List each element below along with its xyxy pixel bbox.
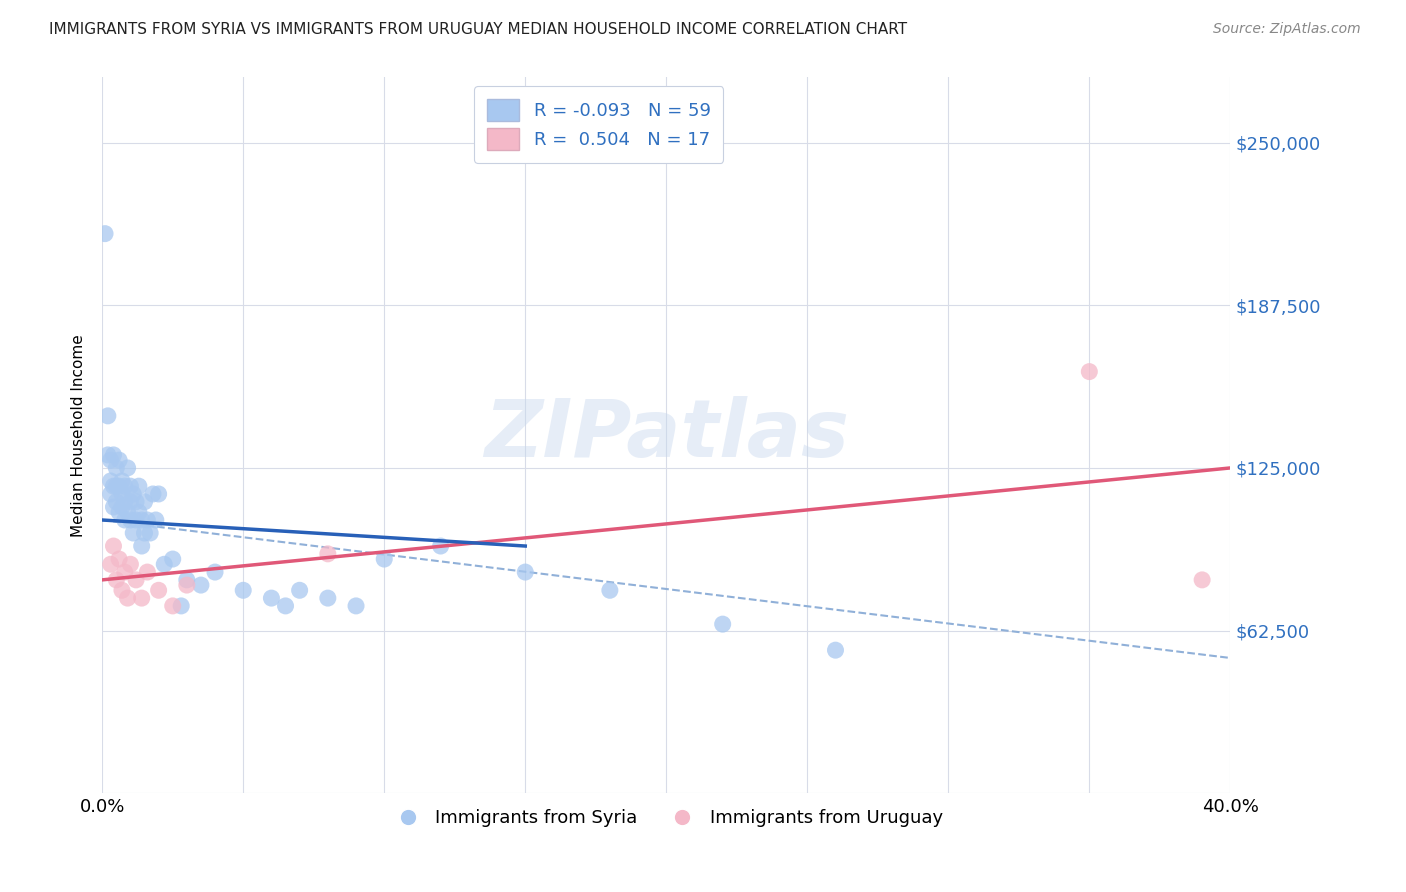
Point: [429, 539, 451, 553]
Point: [108, 479, 131, 493]
Point: [111, 487, 134, 501]
Point: [122, 526, 145, 541]
Point: [134, 526, 156, 541]
Point: [111, 583, 134, 598]
Point: [105, 479, 128, 493]
Point: [142, 487, 165, 501]
Point: [117, 461, 139, 475]
Point: [136, 513, 159, 527]
Point: [131, 539, 153, 553]
Text: IMMIGRANTS FROM SYRIA VS IMMIGRANTS FROM URUGUAY MEDIAN HOUSEHOLD INCOME CORRELA: IMMIGRANTS FROM SYRIA VS IMMIGRANTS FROM…: [49, 22, 907, 37]
Point: [94, 227, 117, 241]
Point: [260, 591, 283, 606]
Point: [153, 558, 176, 572]
Point: [114, 513, 136, 527]
Point: [131, 513, 153, 527]
Point: [105, 495, 128, 509]
Point: [599, 583, 621, 598]
Legend: Immigrants from Syria, Immigrants from Uruguay: Immigrants from Syria, Immigrants from U…: [382, 802, 950, 834]
Point: [176, 578, 198, 592]
Point: [128, 505, 150, 519]
Point: [97, 448, 120, 462]
Point: [134, 495, 156, 509]
Point: [125, 573, 148, 587]
Point: [105, 573, 128, 587]
Point: [288, 583, 311, 598]
Y-axis label: Median Household Income: Median Household Income: [72, 334, 86, 537]
Point: [105, 461, 128, 475]
Point: [100, 474, 122, 488]
Point: [117, 591, 139, 606]
Point: [120, 558, 142, 572]
Point: [824, 643, 846, 657]
Point: [274, 599, 297, 613]
Point: [128, 479, 150, 493]
Point: [117, 505, 139, 519]
Point: [97, 409, 120, 423]
Point: [176, 573, 198, 587]
Point: [136, 565, 159, 579]
Point: [1191, 573, 1213, 587]
Point: [100, 453, 122, 467]
Point: [344, 599, 367, 613]
Text: ZIPatlas: ZIPatlas: [484, 396, 849, 475]
Point: [162, 599, 184, 613]
Point: [190, 578, 212, 592]
Point: [316, 547, 339, 561]
Point: [1078, 365, 1101, 379]
Point: [122, 487, 145, 501]
Point: [139, 526, 162, 541]
Point: [170, 599, 193, 613]
Point: [131, 591, 153, 606]
Point: [148, 583, 170, 598]
Point: [711, 617, 734, 632]
Point: [232, 583, 254, 598]
Point: [145, 513, 167, 527]
Text: Source: ZipAtlas.com: Source: ZipAtlas.com: [1213, 22, 1361, 37]
Point: [100, 558, 122, 572]
Point: [120, 479, 142, 493]
Point: [120, 495, 142, 509]
Point: [114, 479, 136, 493]
Point: [120, 513, 142, 527]
Point: [162, 552, 184, 566]
Point: [108, 505, 131, 519]
Point: [114, 565, 136, 579]
Point: [515, 565, 537, 579]
Point: [111, 474, 134, 488]
Point: [373, 552, 395, 566]
Point: [103, 539, 125, 553]
Point: [100, 487, 122, 501]
Point: [125, 495, 148, 509]
Point: [108, 453, 131, 467]
Point: [111, 500, 134, 514]
Point: [103, 448, 125, 462]
Point: [103, 500, 125, 514]
Point: [103, 479, 125, 493]
Point: [114, 495, 136, 509]
Point: [316, 591, 339, 606]
Point: [108, 552, 131, 566]
Point: [125, 513, 148, 527]
Point: [148, 487, 170, 501]
Point: [204, 565, 226, 579]
